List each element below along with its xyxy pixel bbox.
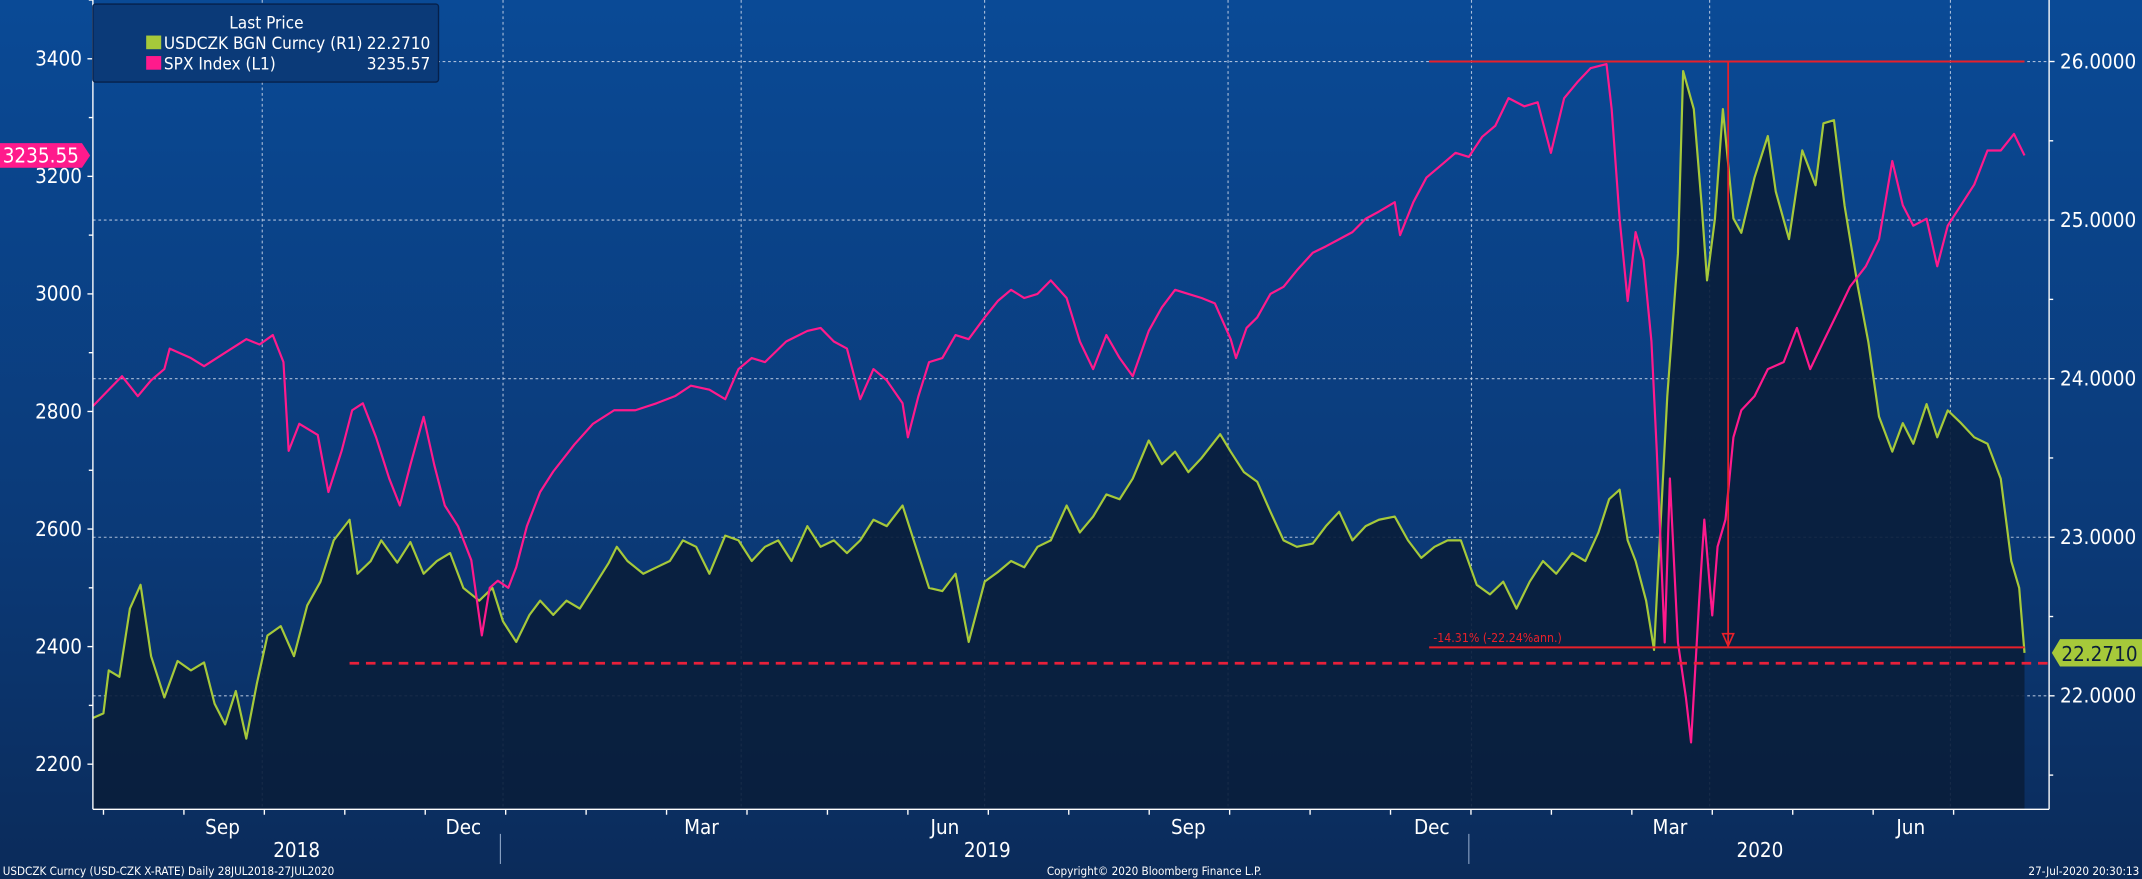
footer-security: USDCZK Curncy (USD-CZK X-RATE) Daily 28J… bbox=[3, 864, 335, 878]
left-tick-label: 2600 bbox=[35, 517, 82, 541]
right-tick-label: 26.0000 bbox=[2060, 49, 2136, 73]
month-label: Dec bbox=[446, 815, 482, 839]
footer-copyright: Copyright© 2020 Bloomberg Finance L.P. bbox=[1047, 864, 1262, 878]
legend-title: Last Price bbox=[229, 14, 303, 34]
month-label: Jun bbox=[930, 815, 960, 839]
left-tick-label: 2800 bbox=[35, 399, 82, 423]
usdczk-area bbox=[92, 71, 2025, 810]
right-tick-label: 25.0000 bbox=[2060, 208, 2136, 232]
month-label: Sep bbox=[205, 815, 240, 839]
footer-timestamp: 27-Jul-2020 20:30:13 bbox=[2028, 864, 2139, 878]
month-label: Sep bbox=[1171, 815, 1206, 839]
left-tick-label: 3200 bbox=[35, 164, 82, 188]
left-tick-label: 2200 bbox=[35, 752, 82, 776]
year-label: 2019 bbox=[964, 838, 1011, 862]
annotations: -14.31% (-22.24%ann.) bbox=[349, 60, 2050, 665]
legend-value-spx: 3235.57 bbox=[367, 55, 431, 75]
year-label: 2018 bbox=[273, 838, 320, 862]
legend-label-spx: SPX Index (L1) bbox=[164, 55, 276, 75]
usdczk-area-layer bbox=[92, 71, 2025, 810]
series-lines bbox=[92, 63, 2026, 744]
left-tick-label: 3000 bbox=[35, 282, 82, 306]
legend-swatch-spx bbox=[146, 56, 162, 70]
left-tick-label: 3400 bbox=[35, 47, 82, 71]
change-label: -14.31% (-22.24%ann.) bbox=[1433, 631, 1562, 645]
legend-swatch-usdczk bbox=[146, 35, 162, 50]
usdczk-last-value: 22.2710 bbox=[2061, 642, 2137, 666]
year-label: 2020 bbox=[1736, 838, 1783, 862]
right-tick-label: 24.0000 bbox=[2060, 366, 2136, 390]
arrow-head-icon bbox=[1721, 632, 1735, 649]
legend-value-usdczk: 22.2710 bbox=[367, 34, 431, 54]
month-label: Mar bbox=[684, 815, 719, 839]
right-tick-label: 22.0000 bbox=[2060, 684, 2136, 708]
left-tick-label: 2400 bbox=[35, 634, 82, 658]
month-label: Jun bbox=[1895, 815, 1925, 839]
legend: Last Price USDCZK BGN Curncy (R1) 22.271… bbox=[92, 3, 440, 83]
month-label: Mar bbox=[1653, 815, 1688, 839]
spx-last-value: 3235.55 bbox=[3, 143, 79, 167]
usdczk-line bbox=[92, 69, 2026, 740]
right-tick-label: 23.0000 bbox=[2060, 525, 2136, 549]
legend-label-usdczk: USDCZK BGN Curncy (R1) bbox=[164, 34, 363, 54]
month-label: Dec bbox=[1414, 815, 1450, 839]
usdczk-last-value-tag bbox=[2051, 639, 2142, 667]
legend-box bbox=[92, 3, 440, 83]
spx-last-value-tag bbox=[0, 143, 91, 168]
spx-line bbox=[92, 63, 2026, 744]
